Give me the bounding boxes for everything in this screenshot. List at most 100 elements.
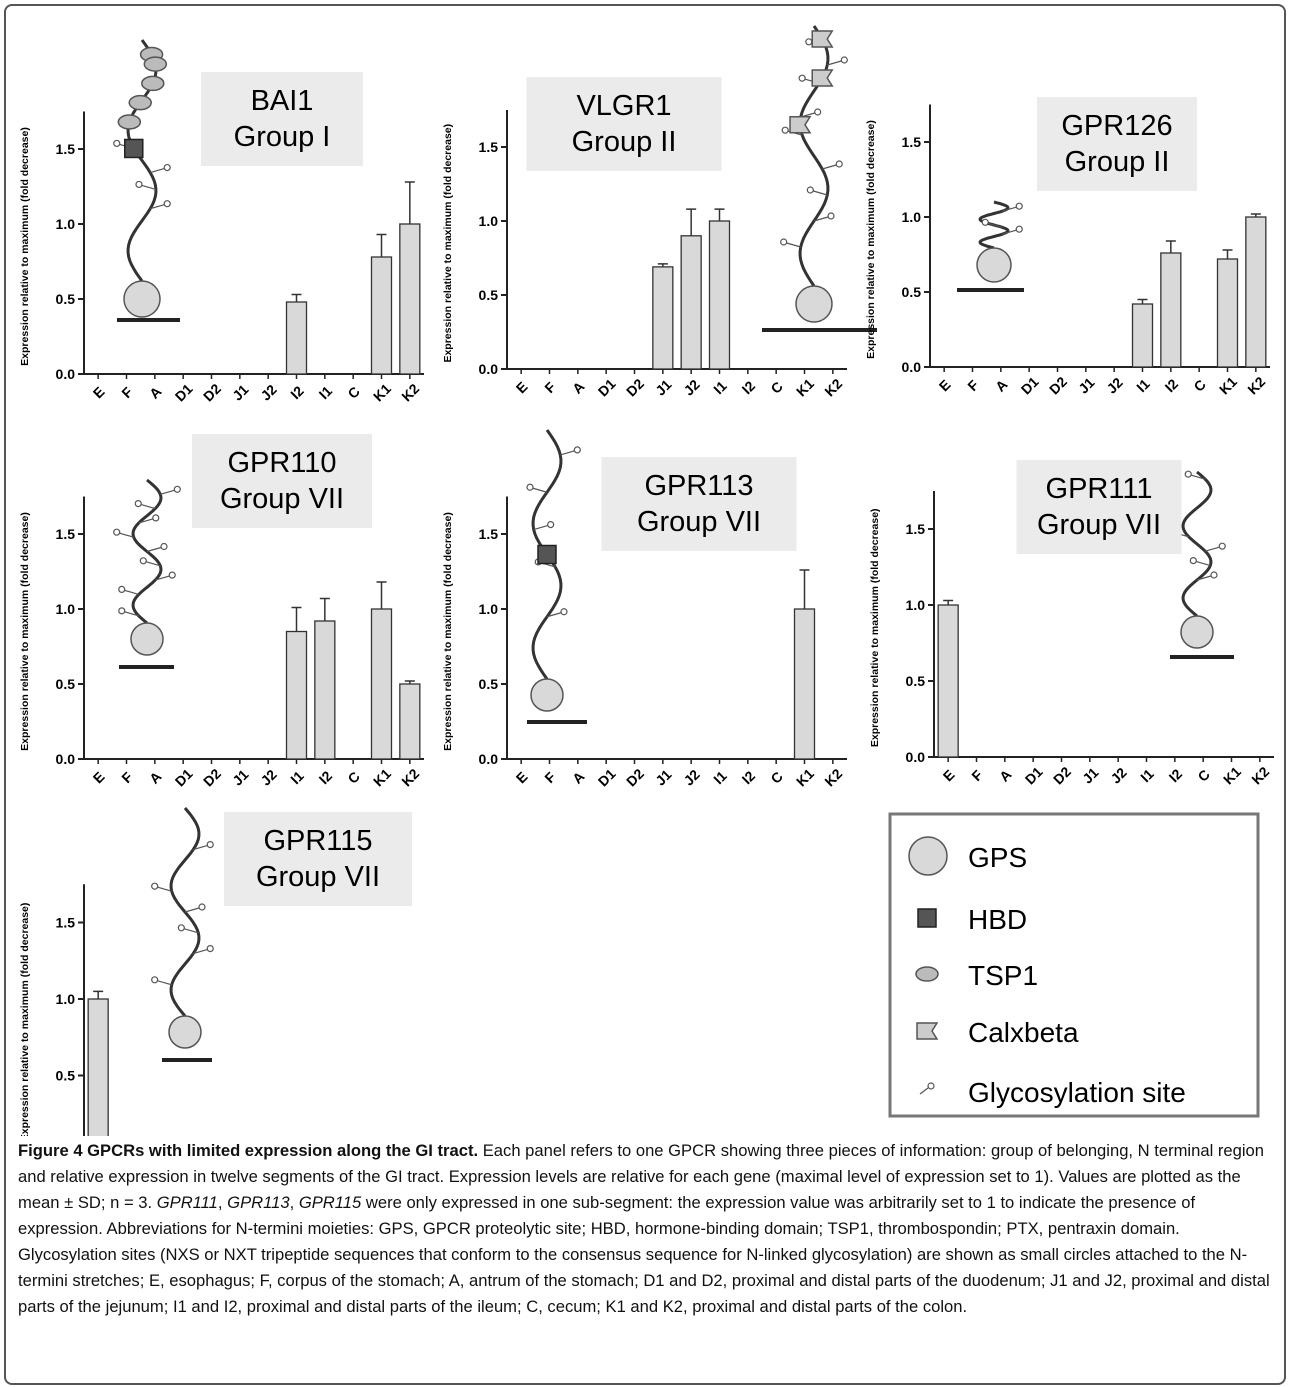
- error-bar: [291, 606, 302, 632]
- caption-text: ,: [289, 1193, 295, 1212]
- glyco-stick: [184, 907, 200, 913]
- glyco-stick: [1196, 561, 1211, 567]
- x-tick-label: C: [1194, 766, 1212, 784]
- y-axis-label: Expression relative to maximum (fold dec…: [442, 512, 454, 751]
- glyco-stick: [141, 184, 157, 190]
- legend-item: TSP1: [915, 960, 1038, 991]
- glyco-stick: [146, 561, 161, 567]
- y-axis-label: Expression relative to maximum (fold dec…: [19, 512, 31, 751]
- chart-title: GPR110: [227, 447, 336, 479]
- glyco-site: [135, 180, 143, 189]
- x-tick-label: J2: [1107, 764, 1129, 786]
- caption-text: ,: [217, 1193, 223, 1212]
- error-bar: [657, 263, 668, 267]
- x-tick-label: K2: [1248, 763, 1272, 787]
- x-tick-label: I2: [316, 768, 336, 788]
- x-tick-label: E: [940, 767, 958, 785]
- glyco-site: [1015, 225, 1023, 233]
- glyco-site: [163, 200, 171, 208]
- x-tick-label: A: [996, 766, 1014, 784]
- legend-icon: [927, 1082, 935, 1090]
- x-tick-label: C: [344, 768, 362, 786]
- caption-text: GPR115: [298, 1193, 362, 1212]
- glyco-site: [168, 571, 176, 579]
- x-tick-label: K2: [821, 375, 845, 399]
- glyco-site: [780, 238, 788, 246]
- glyco-site: [814, 108, 822, 116]
- glyco-stick: [150, 204, 165, 210]
- bar: [1160, 252, 1182, 368]
- legend-icon: [919, 1087, 929, 1095]
- y-tick-label: 0.0: [902, 359, 922, 375]
- glyco-site: [206, 840, 214, 849]
- x-tick-label: D1: [172, 380, 196, 404]
- x-tick-label: J1: [229, 766, 251, 788]
- gps-domain: [168, 1015, 202, 1049]
- glyco-site: [806, 186, 814, 194]
- glyco-site: [151, 976, 159, 984]
- x-tick-label: K2: [398, 380, 422, 404]
- gps-domain: [130, 622, 164, 656]
- y-tick-label: 0.0: [479, 751, 499, 767]
- glyco-stick: [1205, 546, 1220, 552]
- x-tick-label: C: [344, 383, 362, 401]
- x-tick-label: F: [964, 376, 982, 394]
- x-tick-label: I2: [287, 383, 307, 403]
- glyco-stick: [146, 546, 162, 553]
- glyco-site: [113, 139, 121, 148]
- x-tick-label: C: [1190, 376, 1208, 394]
- x-tick-label: E: [513, 379, 531, 397]
- glyco-site: [118, 607, 126, 615]
- error-bar: [319, 597, 330, 621]
- x-tick-label: K2: [821, 765, 845, 789]
- x-tick-label: K1: [1216, 373, 1240, 397]
- glyco-stick: [1002, 229, 1017, 235]
- y-tick-label: 1.0: [56, 991, 76, 1007]
- error-bar: [1222, 249, 1233, 259]
- x-tick-label: K1: [370, 380, 394, 404]
- error-bar: [404, 181, 415, 224]
- x-tick-label: K1: [793, 765, 817, 789]
- protein-diagram: [957, 200, 1024, 292]
- y-tick-label: 0.5: [56, 1068, 76, 1084]
- caption-text: GPR113: [227, 1193, 290, 1212]
- x-tick-label: J2: [680, 376, 702, 398]
- glyco-stick: [1191, 474, 1206, 480]
- x-tick-label: F: [118, 383, 136, 401]
- bar: [793, 608, 816, 760]
- glyco-site: [151, 882, 159, 890]
- x-tick-label: D2: [1050, 763, 1074, 787]
- tsp1-domain: [117, 114, 142, 130]
- y-tick-label: 1.5: [479, 526, 499, 542]
- protein-diagram: [151, 807, 214, 1062]
- x-tick-label: D1: [172, 765, 196, 789]
- x-tick-label: J2: [1103, 374, 1125, 396]
- legend-icon: [915, 966, 939, 982]
- glyco-stick: [141, 504, 156, 510]
- glyco-stick: [827, 60, 842, 66]
- x-tick-label: D2: [623, 375, 647, 399]
- glyco-site: [206, 944, 214, 953]
- x-tick-label: K1: [1220, 763, 1244, 787]
- error-bar: [686, 208, 697, 236]
- bar: [1216, 258, 1239, 368]
- bar: [285, 301, 308, 375]
- legend-label: HBD: [968, 904, 1027, 935]
- x-tick-label: I2: [1162, 376, 1182, 396]
- legend-label: TSP1: [968, 960, 1038, 991]
- glyco-stick: [1002, 206, 1017, 212]
- error-bar: [404, 680, 415, 684]
- title-box: [1016, 460, 1182, 554]
- x-tick-label: K1: [370, 765, 394, 789]
- x-tick-label: D2: [623, 765, 647, 789]
- x-tick-label: D2: [200, 380, 224, 404]
- protein-chain: [798, 25, 830, 287]
- glyco-stick: [813, 216, 829, 222]
- chart-subtitle: Group VII: [220, 483, 344, 515]
- error-bar: [943, 599, 954, 605]
- calxbeta-domain: [811, 69, 834, 87]
- y-axis-label: Expression relative to maximum (fold dec…: [865, 120, 877, 359]
- bar: [314, 620, 336, 760]
- glyco-stick: [822, 164, 837, 170]
- glyco-site: [981, 218, 989, 226]
